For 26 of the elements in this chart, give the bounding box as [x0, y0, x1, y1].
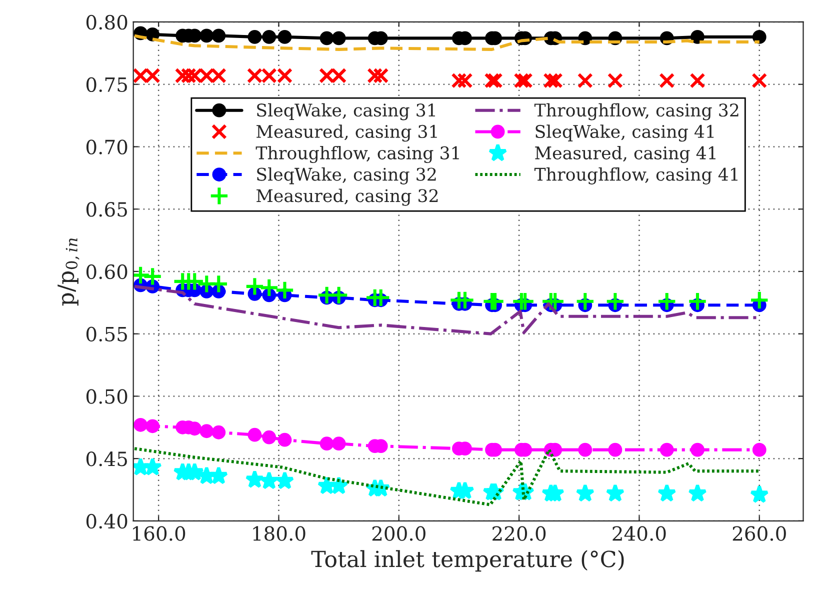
y-axis-title: p/p$_{0,in}$ — [58, 238, 80, 306]
y-tick-label: 0.45 — [86, 452, 127, 466]
y-tick-label: 0.50 — [86, 389, 128, 404]
y-tick-label: 0.75 — [86, 77, 127, 92]
y-tick-label: 0.70 — [86, 140, 128, 154]
x-tick-label: 220.0 — [492, 526, 546, 541]
y-tick-label: 0.55 — [86, 326, 127, 342]
legend-label: Throughflow, casing 31 — [256, 146, 459, 164]
x-tick-label: 240.0 — [612, 526, 666, 541]
y-tick-label: 0.65 — [86, 202, 127, 217]
x-axis-title: Total inlet temperature (°C) — [311, 550, 624, 572]
x-tick-label: 160.0 — [133, 526, 186, 541]
legend-label: Measured, casing 31 — [256, 124, 437, 142]
legend-label: Measured, casing 41 — [535, 146, 716, 164]
x-tick-label: 180.0 — [253, 526, 306, 541]
y-tick-label: 0.80 — [86, 14, 128, 30]
y-tick-label: 0.40 — [86, 514, 128, 529]
x-tick-label: 200.0 — [372, 526, 426, 541]
legend-label: SleqWake, casing 41 — [536, 124, 714, 142]
legend-label: Throughflow, casing 41 — [534, 167, 738, 184]
y-tick-label: 0.60 — [86, 264, 128, 280]
legend-label: SleqWake, casing 31 — [257, 103, 435, 120]
legend-label: Throughflow, casing 32 — [534, 103, 738, 120]
x-tick-label: 260.0 — [732, 526, 786, 541]
legend-label: Measured, casing 32 — [256, 188, 438, 206]
legend-label: SleqWake, casing 32 — [257, 167, 436, 184]
